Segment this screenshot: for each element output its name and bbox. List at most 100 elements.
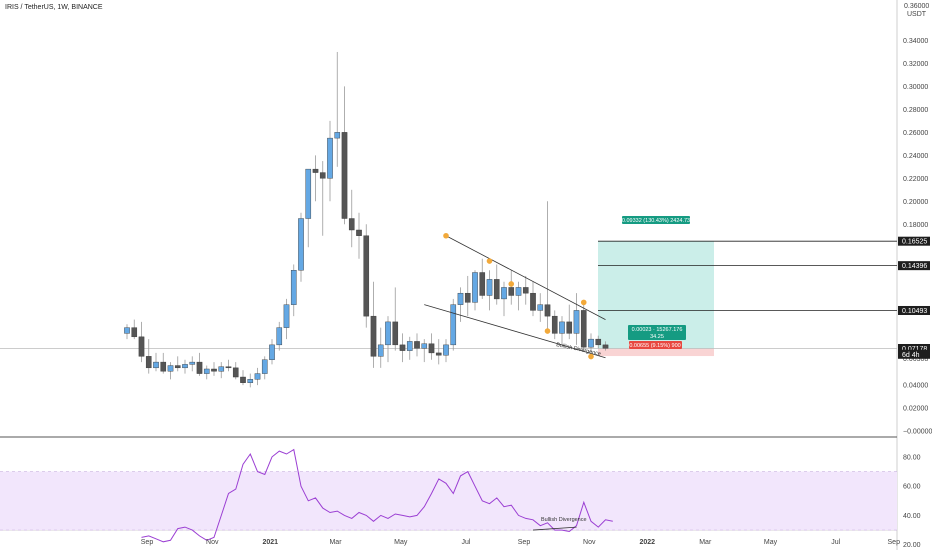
candle-body	[450, 304, 457, 346]
candles	[124, 51, 609, 388]
candle-body	[203, 368, 210, 374]
time-tick-label: Mar	[329, 539, 342, 546]
price-tick-label: 0.24000	[903, 153, 928, 160]
rsi-pane	[0, 448, 897, 543]
price-badge	[898, 305, 930, 315]
time-tick-label: 2021	[262, 539, 278, 546]
divergence-marker	[508, 281, 515, 287]
sl-label-box	[629, 341, 682, 349]
candle-body	[486, 279, 493, 296]
price-badge-label: 0.14396	[902, 263, 927, 270]
tp-label: 0.09332 (130.43%) 2424.73	[622, 218, 690, 224]
candle-body	[580, 310, 587, 348]
price-badge	[898, 236, 930, 246]
time-tick-label: Jul	[831, 539, 840, 546]
candle-body	[566, 321, 573, 334]
candle-body	[544, 304, 551, 317]
candle-body	[573, 310, 580, 334]
candle-body	[537, 304, 544, 311]
candle-body	[261, 359, 268, 374]
candle-body	[276, 327, 283, 346]
candle-body	[443, 344, 449, 356]
rsi-line	[141, 448, 613, 543]
price-badge-label: 0.16525	[902, 239, 927, 246]
price-divergence-label: Bullish Divergence	[556, 342, 602, 357]
position-zones	[598, 241, 714, 357]
price-badge-label: 0.07178	[902, 346, 927, 353]
time-axis[interactable]: Sep Nov 2021 Mar May Jul Sep Nov 2022 Mar May Jul Se…	[141, 539, 932, 546]
candle-body	[211, 368, 217, 372]
time-tick-label: May	[764, 539, 778, 546]
candle-body	[421, 343, 428, 349]
candle-body	[363, 235, 370, 317]
candle-body	[218, 366, 225, 372]
time-tick-label: Sep	[888, 539, 901, 546]
time-tick-label: Jul	[462, 539, 471, 546]
rsi-tick-label: 80.00	[903, 454, 921, 461]
price-tick-label: 0.04000	[903, 383, 928, 390]
price-tick-label: 0.30000	[903, 84, 928, 91]
candle-body	[399, 344, 406, 351]
candle-body	[254, 373, 261, 380]
price-badge-label: 6d 4h	[902, 352, 920, 359]
candle-body	[406, 341, 413, 351]
candle-body	[595, 338, 602, 346]
time-tick-label: Sep	[141, 539, 154, 546]
candle-body	[305, 168, 312, 219]
candle-body	[522, 287, 529, 294]
rsi-tick-label: 60.00	[903, 484, 921, 491]
price-tick-label: 0.06308	[903, 356, 928, 363]
entry-label-line2: 34.25	[650, 334, 664, 340]
rsi-axis: 80.00 60.00 40.00 20.00	[903, 454, 921, 549]
entry-label-box	[628, 325, 686, 340]
candle-body	[551, 315, 558, 334]
candle-body	[334, 132, 341, 139]
candle-body	[435, 352, 442, 356]
candle-body	[348, 218, 355, 231]
candle-body	[153, 361, 159, 369]
candle-body	[189, 361, 196, 365]
price-axis[interactable]: 0.34000 0.32000 0.30000 0.28000 0.26000 0.240…	[898, 38, 932, 436]
price-tick-label: 0.02000	[903, 406, 928, 413]
price-tick-label: 0.32000	[903, 61, 928, 68]
rsi-band	[0, 471, 897, 531]
candle-body	[232, 367, 239, 378]
candle-body	[414, 341, 420, 349]
price-tick-label: 0.18000	[903, 222, 928, 229]
candle-body	[240, 376, 246, 383]
price-badge	[898, 349, 930, 359]
candle-body	[290, 270, 297, 305]
price-tick-label: −0.00000	[903, 429, 932, 436]
candle-body	[167, 365, 174, 372]
price-tick-label: 0.26000	[903, 130, 928, 137]
sl-label: 0.00655 (9.15%) 900	[629, 343, 680, 349]
currency-label: USDT	[907, 11, 927, 18]
rsi-divergence-label: Bullish Divergence	[541, 517, 587, 523]
rsi-trendline	[532, 526, 577, 531]
price-badge	[898, 261, 930, 271]
candle-body	[457, 292, 464, 305]
candle-body	[515, 287, 522, 296]
candle-body	[145, 356, 152, 369]
candle-body	[298, 218, 304, 271]
candle-body	[602, 344, 609, 349]
candle-body	[385, 321, 391, 346]
candle-body	[479, 272, 486, 296]
candle-body	[225, 366, 232, 369]
candle-body	[341, 132, 348, 219]
divergence-marker	[443, 232, 449, 239]
candle-body	[319, 172, 326, 179]
candle-body	[356, 229, 362, 236]
time-tick-label: May	[394, 539, 408, 546]
candle-body	[493, 279, 500, 300]
rsi-tick-label: 20.00	[903, 542, 921, 549]
candle-body	[370, 315, 377, 357]
candle-body	[312, 168, 319, 173]
candle-body	[160, 361, 167, 372]
trendline	[445, 235, 606, 320]
candle-body	[196, 361, 203, 374]
candle-body	[464, 292, 471, 303]
symbol-title: IRIS / TetherUS, 1W, BINANCE	[5, 4, 103, 11]
entry-label-line1: 0.00023 · 15267.176	[632, 327, 683, 333]
